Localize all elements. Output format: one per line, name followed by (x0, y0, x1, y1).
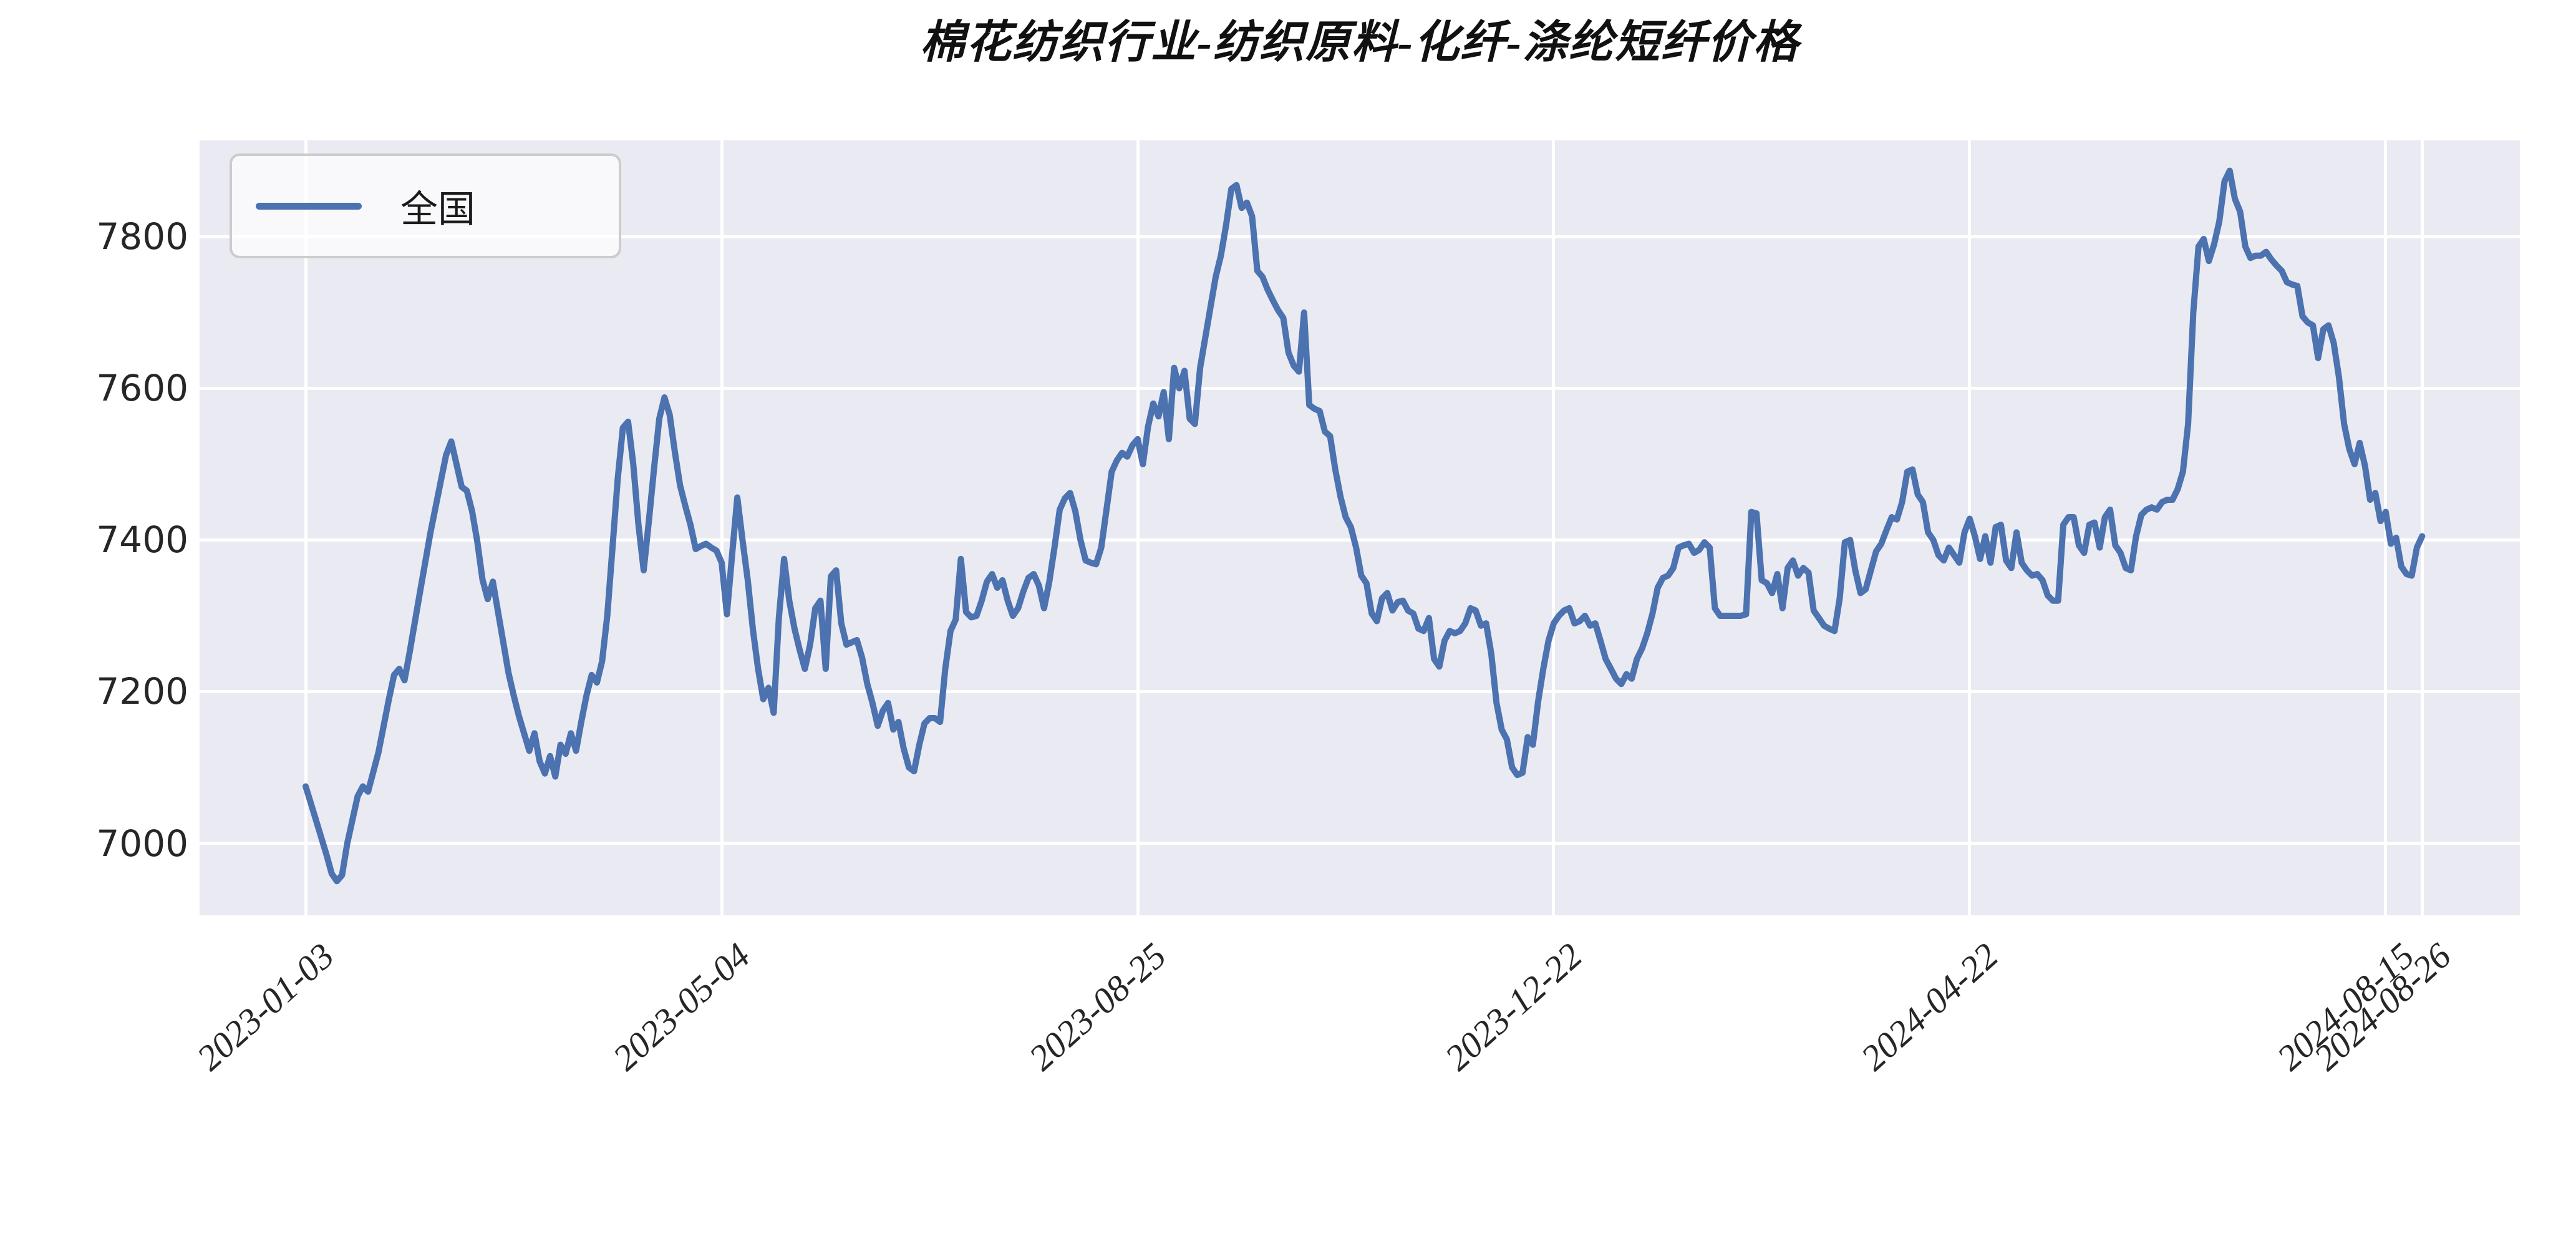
x-gridline (2420, 140, 2424, 915)
y-gridline (200, 235, 2520, 238)
price-line-svg (303, 167, 2426, 885)
y-axis-tick-label: 7400 (96, 518, 188, 562)
legend: 全国 (230, 153, 621, 258)
price-line-series (303, 167, 2426, 885)
x-gridline (720, 140, 724, 915)
y-axis-tick-label: 7000 (96, 822, 188, 865)
x-axis-tick-label: 2023-05-04 (605, 935, 758, 1079)
y-gridline (200, 689, 2520, 693)
legend-line-icon (256, 202, 362, 210)
y-gridline (200, 386, 2520, 390)
x-axis-tick-label: 2023-12-22 (1437, 935, 1591, 1079)
y-axis-tick-label: 7200 (96, 670, 188, 713)
x-gridline (304, 140, 307, 915)
x-axis-tick-label: 2024-04-22 (1853, 935, 2007, 1079)
x-axis-tick-label: 2023-08-25 (1021, 935, 1174, 1079)
x-gridline (1552, 140, 1556, 915)
y-axis-tick-label: 7600 (96, 367, 188, 410)
x-gridline (1136, 140, 1140, 915)
legend-label: 全国 (400, 187, 475, 231)
x-axis-tick-label: 2023-01-03 (189, 935, 342, 1079)
y-gridline (200, 538, 2520, 542)
chart-title: 棉花纺织行业-纺织原料-化纤-涤纶短纤价格 (920, 17, 1799, 67)
y-axis-tick-label: 7800 (96, 215, 188, 258)
y-gridline (200, 842, 2520, 845)
plot-area (200, 140, 2520, 915)
